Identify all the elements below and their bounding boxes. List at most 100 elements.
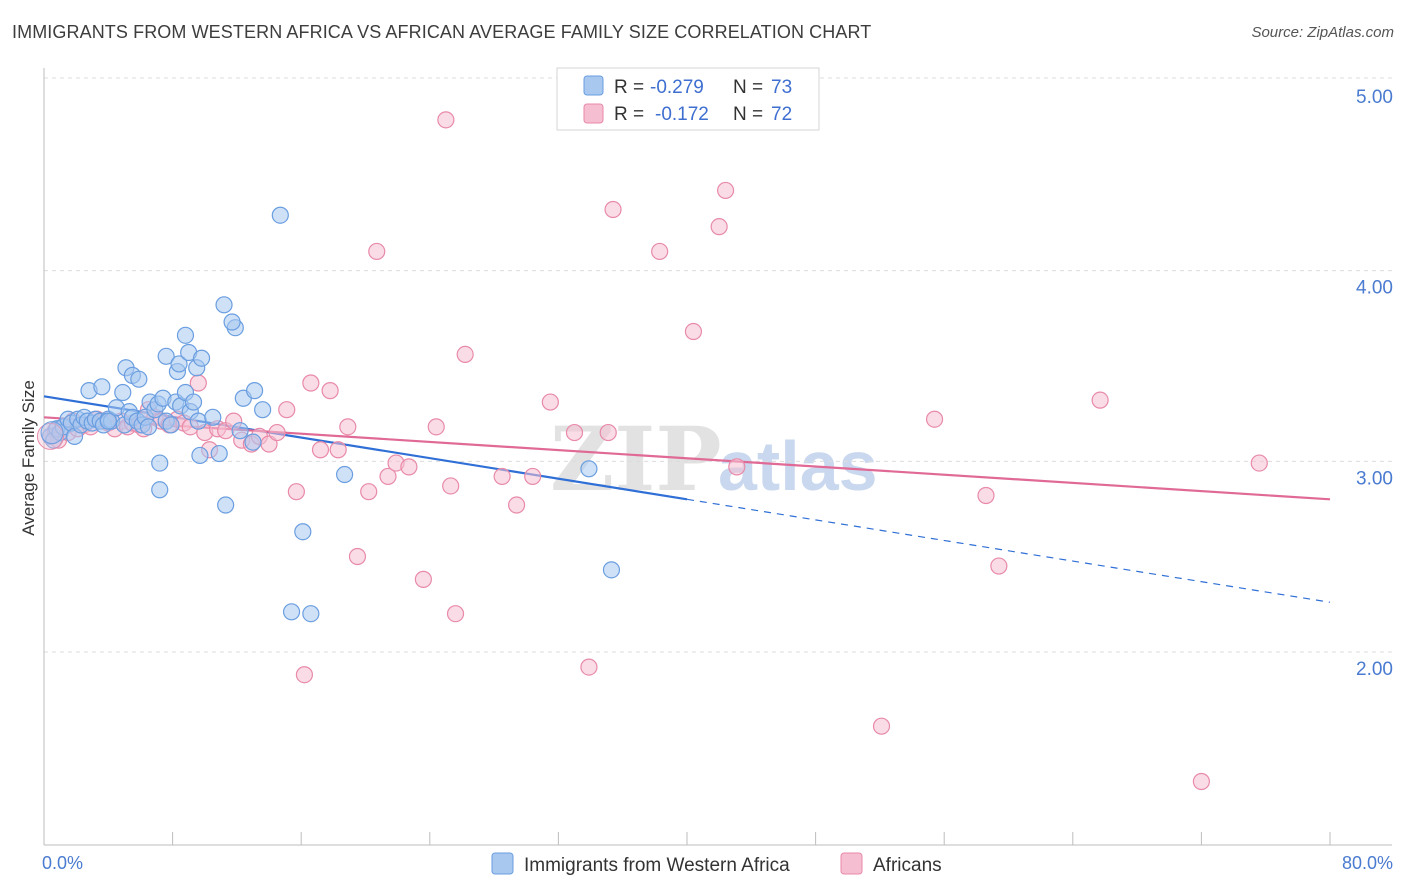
point-africans-37 [287,483,305,501]
point-western-africa-58 [244,433,262,451]
point-western-africa-63 [282,603,301,621]
legend-n-label-1: N = [733,77,763,98]
point-africans-67 [716,181,735,200]
point-africans-53 [442,477,460,495]
point-western-africa-59 [151,454,169,472]
point-africans-70 [925,410,944,428]
point-western-africa-19 [93,378,111,396]
watermark: ZIP atlas [550,407,878,511]
point-western-africa-66 [271,206,289,224]
point-africans-46 [368,242,386,261]
point-africans-54 [446,605,465,623]
y-tick-label-0: 5.00 [1356,87,1393,108]
point-africans-51 [427,418,445,436]
point-africans-55 [456,345,474,363]
legend: R = -0.279 N = 73 R = -0.172 N = 72 [556,67,820,131]
y-tick-label-3: 2.00 [1356,659,1393,680]
gridlines [44,77,1392,653]
point-western-africa-55 [254,401,272,419]
point-western-africa-57 [210,444,228,463]
source-credit: Source: ZipAtlas.com [1251,24,1394,41]
point-africans-40 [311,441,330,459]
point-western-africa-39 [189,412,207,430]
point-western-africa-72 [231,422,249,440]
point-africans-75 [1250,454,1268,472]
point-western-africa-43 [157,347,175,365]
bottom-legend: Immigrants from Western Africa Africans [491,852,942,876]
point-africans-35 [268,423,286,442]
legend-r-value-2: -0.172 [655,104,709,125]
y-tick-label-2: 3.00 [1356,468,1393,489]
x-tick-left: 0.0% [42,853,83,873]
tick-labels: 5.00 4.00 3.00 2.00 [1356,87,1393,680]
trendline-blue-extension [686,498,1331,603]
point-africans-71 [977,486,995,505]
bottom-legend-label-pink: Africans [873,855,942,876]
axes [43,68,1392,846]
chart-title: IMMIGRANTS FROM WESTERN AFRICA VS AFRICA… [12,22,872,42]
point-africans-39 [302,374,320,392]
point-africans-61 [580,658,598,676]
legend-n-label-2: N = [733,104,763,125]
y-axis-label: Average Family Size [19,380,38,536]
legend-r-label-1: R = [614,77,644,98]
point-africans-74 [1192,772,1211,791]
y-tick-label-1: 4.00 [1356,278,1393,299]
bottom-legend-swatch-blue [491,852,514,875]
point-western-africa-64 [302,605,320,623]
point-africans-50 [414,570,432,588]
point-western-africa-68 [602,561,621,579]
point-africans-60 [565,423,584,442]
point-africans-47 [379,467,397,486]
point-western-africa-42 [130,370,148,388]
point-africans-41 [321,382,339,400]
point-western-africa-cluster [40,421,64,445]
legend-n-value-1: 73 [771,77,792,98]
point-western-africa-70 [139,418,158,436]
point-africans-49 [400,458,418,476]
point-western-africa-67 [580,460,598,478]
legend-r-label-2: R = [614,104,644,125]
legend-swatch-pink [583,103,604,124]
x-tick-right: 80.0% [1342,853,1393,873]
bottom-legend-swatch-pink [840,852,863,875]
point-western-africa-60 [217,496,235,514]
point-western-africa-62 [294,523,312,541]
point-western-africa-45 [170,355,188,373]
point-africans-66 [710,218,728,236]
point-western-africa-38 [184,393,203,411]
data-points [36,111,1268,791]
point-africans-52 [437,111,455,129]
point-africans-62 [599,423,617,442]
point-western-africa-65 [336,465,354,484]
point-africans-63 [604,200,622,219]
point-western-africa-71 [204,408,222,426]
point-africans-42 [329,441,347,459]
point-africans-65 [684,322,703,341]
point-western-africa-46 [176,326,195,344]
point-africans-43 [339,418,357,436]
point-africans-36 [278,401,296,419]
point-western-africa-54 [245,382,264,400]
point-africans-59 [541,393,559,411]
legend-n-value-2: 72 [771,104,792,125]
point-western-africa-49 [192,349,211,367]
point-africans-44 [348,547,367,566]
point-western-africa-69 [99,412,117,430]
point-africans-73 [1091,391,1109,409]
point-western-africa-21 [114,383,132,402]
point-western-africa-52 [223,313,241,331]
point-africans-68 [728,458,746,476]
point-africans-64 [651,242,669,261]
point-africans-45 [360,483,378,501]
bottom-legend-label-blue: Immigrants from Western Africa [524,855,790,876]
point-western-africa-61 [151,481,169,499]
point-africans-56 [493,467,511,486]
point-africans-38 [295,666,314,684]
point-western-africa-33 [162,416,180,434]
point-africans-57 [508,496,526,514]
point-western-africa-50 [215,296,233,314]
legend-swatch-blue [583,75,604,96]
legend-r-value-1: -0.279 [650,77,704,98]
